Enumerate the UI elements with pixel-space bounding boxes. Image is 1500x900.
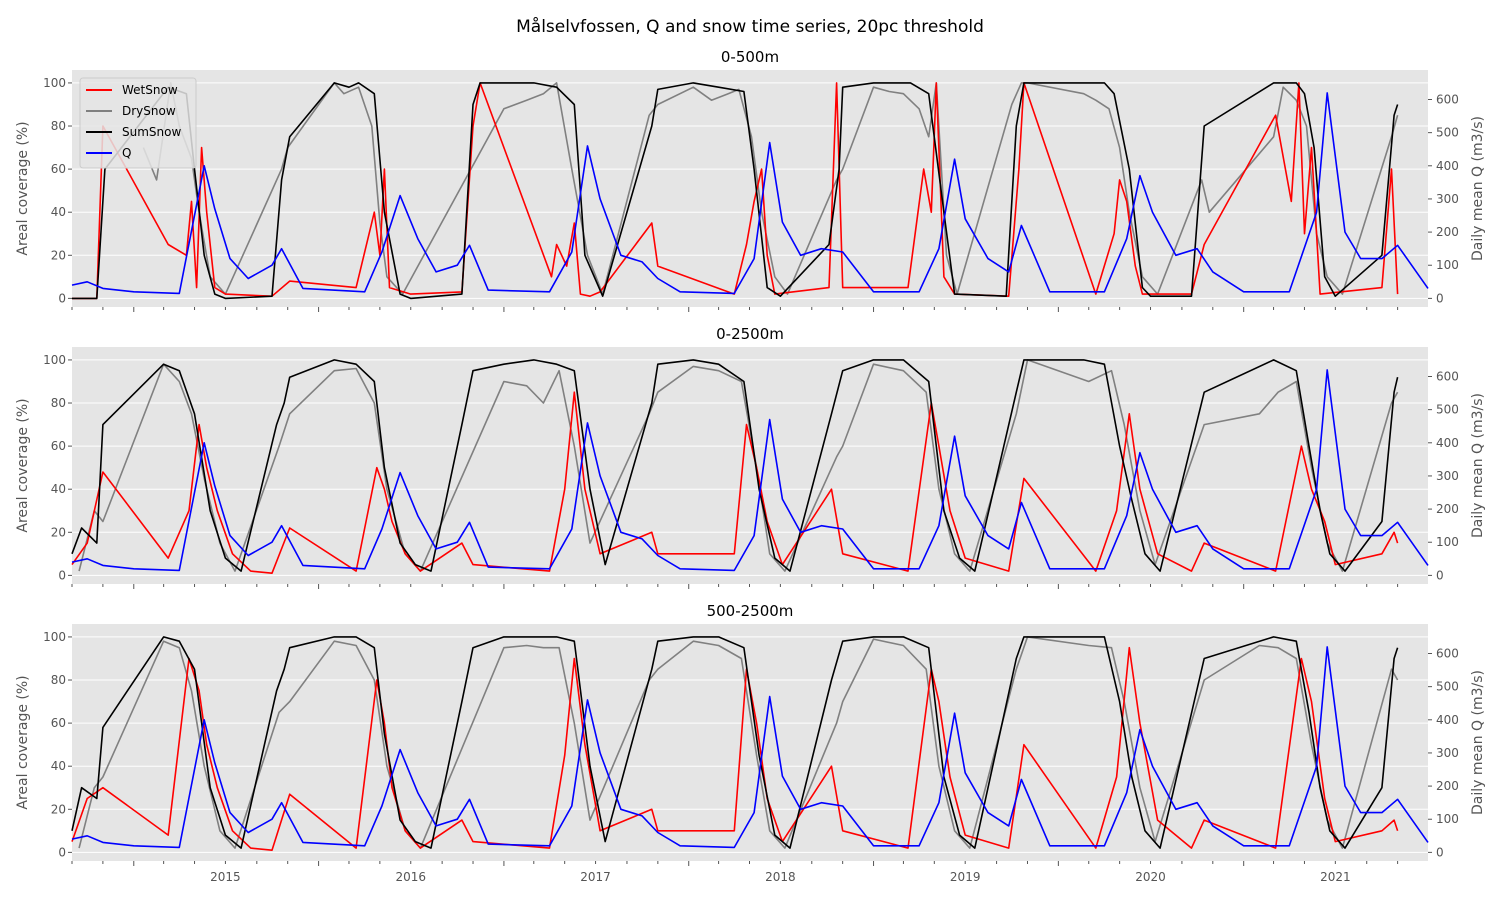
y2-tick-label: 300 bbox=[1436, 746, 1459, 760]
series-q bbox=[71, 369, 1429, 572]
y2-tick-label: 400 bbox=[1436, 713, 1459, 727]
y2-tick-label: 300 bbox=[1436, 469, 1459, 483]
y-tick-label: 80 bbox=[51, 673, 66, 687]
series-sumsnow bbox=[71, 636, 1399, 849]
panel-title: 0-500m bbox=[721, 48, 779, 66]
panel-title: 0-2500m bbox=[716, 325, 784, 343]
y2-tick-label: 0 bbox=[1436, 291, 1444, 305]
y-tick-label: 60 bbox=[51, 439, 66, 453]
y2-tick-label: 600 bbox=[1436, 370, 1459, 384]
y-tick-label: 60 bbox=[51, 716, 66, 730]
x-tick-label: 2018 bbox=[765, 870, 796, 884]
y-tick-label: 40 bbox=[51, 759, 66, 773]
y-tick-label: 40 bbox=[51, 482, 66, 496]
panel-3: 500-2500m 0 20 40 60 80 100 0 100 200 300 400 500 600… bbox=[15, 602, 1486, 884]
series-wetsnow bbox=[71, 646, 1399, 852]
series-sumsnow bbox=[72, 82, 1399, 300]
y2-tick-label: 500 bbox=[1436, 680, 1459, 694]
y-tick-label: 20 bbox=[51, 525, 66, 539]
x-tick-label: 2021 bbox=[1320, 870, 1351, 884]
series-wetsnow bbox=[71, 391, 1399, 575]
y-tick-label: 20 bbox=[51, 802, 66, 816]
x-tick-label: 2016 bbox=[395, 870, 426, 884]
y-tick-label: 20 bbox=[51, 248, 66, 262]
y2-tick-label: 200 bbox=[1436, 225, 1459, 239]
plot-area bbox=[72, 70, 1428, 307]
figure-title: Målselvfossen, Q and snow time series, 2… bbox=[516, 17, 984, 37]
y2-tick-label: 0 bbox=[1436, 568, 1444, 582]
x-tick-label: 2015 bbox=[210, 870, 241, 884]
y2-tick-label: 600 bbox=[1436, 93, 1459, 107]
y-tick-label: 0 bbox=[58, 291, 66, 305]
y2-axis-label: Daily mean Q (m3/s) bbox=[1470, 393, 1486, 538]
y-tick-label: 100 bbox=[43, 353, 66, 367]
y-tick-label: 80 bbox=[51, 396, 66, 410]
y-tick-label: 0 bbox=[58, 845, 66, 859]
legend-box bbox=[79, 77, 197, 169]
series-q bbox=[71, 646, 1429, 849]
x-tick-label: 2017 bbox=[580, 870, 611, 884]
y2-tick-label: 100 bbox=[1436, 812, 1459, 826]
series-q bbox=[71, 92, 1429, 295]
y-tick-label: 100 bbox=[43, 76, 66, 90]
plot-area bbox=[72, 347, 1428, 584]
y2-tick-label: 100 bbox=[1436, 258, 1459, 272]
y-tick-label: 60 bbox=[51, 162, 66, 176]
y-axis-label: Areal coverage (%) bbox=[15, 398, 31, 532]
y-tick-label: 0 bbox=[58, 568, 66, 582]
y-tick-label: 80 bbox=[51, 119, 66, 133]
y2-tick-label: 0 bbox=[1436, 845, 1444, 859]
y2-tick-label: 200 bbox=[1436, 502, 1459, 516]
x-tick-label: 2020 bbox=[1135, 870, 1166, 884]
y-tick-label: 100 bbox=[43, 630, 66, 644]
legend-label: Q bbox=[122, 146, 131, 160]
y2-tick-label: 400 bbox=[1436, 159, 1459, 173]
panel-2: 0-2500m 0 20 40 60 80 100 0 100 200 300 400 500 600 Ar… bbox=[15, 325, 1486, 589]
legend-label: SumSnow bbox=[122, 125, 181, 139]
series-sumsnow bbox=[71, 359, 1399, 572]
y2-tick-label: 500 bbox=[1436, 403, 1459, 417]
y2-tick-label: 400 bbox=[1436, 436, 1459, 450]
panel-1: 0-500m 0 20 40 60 80 100 0 100 200 300 400 500 600 Are… bbox=[15, 48, 1486, 312]
legend-label: WetSnow bbox=[122, 83, 178, 97]
x-tick-label: 2019 bbox=[950, 870, 981, 884]
y-tick-label: 40 bbox=[51, 205, 66, 219]
plot-area bbox=[72, 624, 1428, 861]
y2-tick-label: 100 bbox=[1436, 535, 1459, 549]
y-axis-label: Areal coverage (%) bbox=[15, 121, 31, 255]
series-drysnow bbox=[142, 82, 1399, 295]
y2-tick-label: 500 bbox=[1436, 126, 1459, 140]
y2-axis-label: Daily mean Q (m3/s) bbox=[1470, 670, 1486, 815]
y-axis-label: Areal coverage (%) bbox=[15, 675, 31, 809]
legend-label: DrySnow bbox=[122, 104, 176, 118]
panel-title: 500-2500m bbox=[707, 602, 794, 620]
legend: WetSnow DrySnow SumSnow Q bbox=[79, 77, 197, 169]
y2-tick-label: 300 bbox=[1436, 192, 1459, 206]
y2-tick-label: 600 bbox=[1436, 647, 1459, 661]
y2-axis-label: Daily mean Q (m3/s) bbox=[1470, 116, 1486, 261]
y2-tick-label: 200 bbox=[1436, 779, 1459, 793]
